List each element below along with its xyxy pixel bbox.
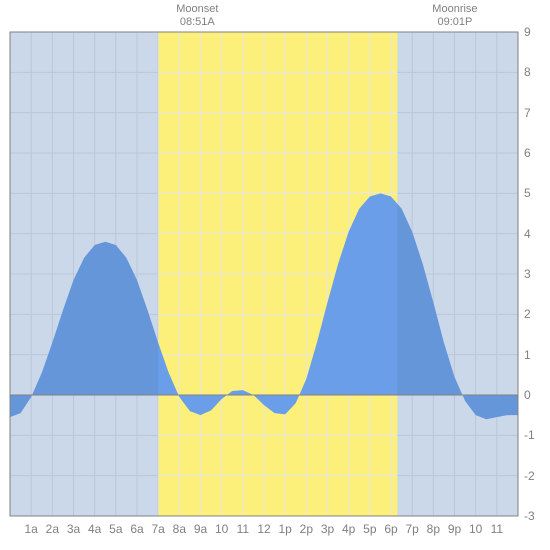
y-tick-label: 2: [524, 307, 531, 321]
x-tick-label: 1a: [24, 522, 37, 536]
x-tick-label: 10: [469, 522, 482, 536]
x-tick-label: 5a: [109, 522, 122, 536]
x-tick-label: 11: [237, 522, 249, 536]
x-tick-label: 1p: [278, 522, 291, 536]
moonrise-label: Moonrise: [425, 3, 485, 16]
y-tick-label: 7: [524, 106, 531, 120]
x-tick-label: 4a: [88, 522, 101, 536]
moonset-time: 08:51A: [167, 16, 227, 29]
y-tick-label: -3: [524, 509, 535, 523]
x-tick-label: 7p: [405, 522, 418, 536]
x-tick-label: 2p: [300, 522, 313, 536]
moonset-annotation: Moonset 08:51A: [167, 3, 227, 29]
plot-area: [0, 0, 550, 550]
moonrise-annotation: Moonrise 09:01P: [425, 3, 485, 29]
tide-moon-chart: { "chart": { "type": "area", "width_px":…: [0, 0, 550, 550]
x-tick-label: 10: [215, 522, 228, 536]
x-tick-label: 7a: [151, 522, 164, 536]
x-tick-label: 3p: [321, 522, 334, 536]
y-tick-label: -1: [524, 428, 535, 442]
x-tick-label: 5p: [363, 522, 376, 536]
y-tick-label: 3: [524, 267, 531, 281]
y-tick-label: 8: [524, 65, 531, 79]
x-tick-label: 9p: [448, 522, 461, 536]
x-tick-label: 11: [491, 522, 503, 536]
x-tick-label: 9a: [194, 522, 207, 536]
x-tick-label: 2a: [46, 522, 59, 536]
y-tick-label: 0: [524, 388, 531, 402]
x-tick-label: 12: [257, 522, 270, 536]
y-tick-label: 4: [524, 227, 531, 241]
y-tick-label: 5: [524, 186, 531, 200]
moonset-label: Moonset: [167, 3, 227, 16]
x-tick-label: 8p: [427, 522, 440, 536]
x-tick-label: 8a: [173, 522, 186, 536]
x-tick-label: 3a: [67, 522, 80, 536]
y-tick-label: -2: [524, 469, 535, 483]
y-tick-label: 9: [524, 25, 531, 39]
x-tick-label: 6a: [130, 522, 143, 536]
moonrise-time: 09:01P: [425, 16, 485, 29]
y-tick-label: 6: [524, 146, 531, 160]
y-tick-label: 1: [524, 348, 531, 362]
x-tick-label: 4p: [342, 522, 355, 536]
x-tick-label: 6p: [384, 522, 397, 536]
